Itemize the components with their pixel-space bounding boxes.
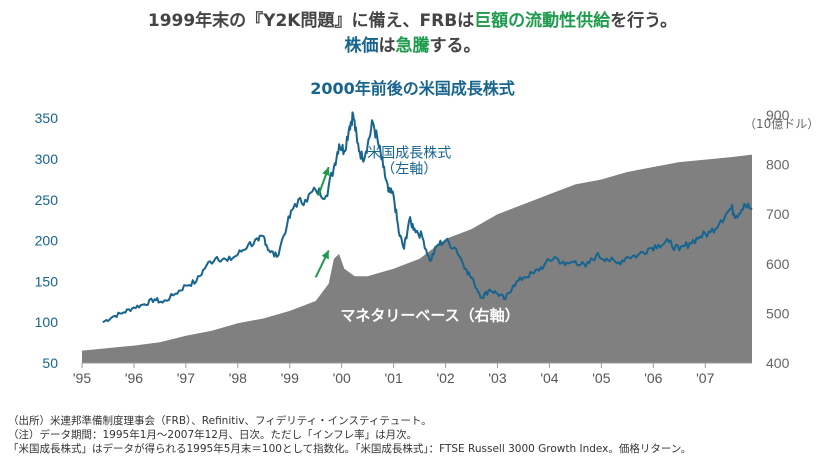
growth-stock-line bbox=[102, 111, 753, 324]
headline-line-1: 1999年末の『Y2K問題』に備え、FRBは巨額の流動性供給を行う。 bbox=[0, 6, 825, 31]
y-right-tick-label: 500 bbox=[766, 305, 790, 321]
y-left-tick-label: 250 bbox=[35, 192, 59, 208]
chart-title: 2000年前後の米国成長株式 bbox=[310, 79, 515, 98]
headline-line-2-segment-0: 株価 bbox=[344, 36, 379, 56]
y-right-unit-label: （10億ドル） bbox=[744, 117, 819, 131]
x-tick-label: '01 bbox=[385, 370, 403, 386]
footnotes: （出所）米連邦準備制度理事会（FRB）、Refinitiv、フィデリティ・インス… bbox=[8, 414, 691, 456]
x-tick-label: '98 bbox=[229, 370, 247, 386]
annotation-label-0: 米国成長株式 bbox=[367, 145, 451, 161]
annotation-label-1: （左軸） bbox=[381, 162, 437, 178]
note-index: 「米国成長株式」はデータが得られる1995年5月末＝100として指数化。「米国成… bbox=[8, 443, 692, 455]
x-tick-label: '03 bbox=[488, 370, 506, 386]
note-source: （出所）米連邦準備制度理事会（FRB）、Refinitiv、フィデリティ・インス… bbox=[8, 415, 432, 427]
x-tick-label: '97 bbox=[177, 370, 195, 386]
up-arrow-base-head bbox=[321, 250, 329, 260]
x-tick-label: '00 bbox=[333, 370, 351, 386]
y-right-tick-label: 900 bbox=[766, 107, 790, 123]
note-period: （注）データ期間：1995年1月～2007年12月、日次。ただし「インフレ率」は… bbox=[8, 429, 418, 441]
y-left-tick-label: 350 bbox=[35, 110, 59, 126]
y-left-tick-label: 100 bbox=[35, 314, 59, 330]
headline-line-1-segment-2: を行う。 bbox=[610, 11, 678, 31]
y-left-tick-label: 50 bbox=[42, 355, 58, 371]
headline-line-1-segment-0: 1999年末の『Y2K問題』に備え、FRBは bbox=[147, 11, 475, 31]
y-left-tick-label: 200 bbox=[35, 233, 59, 249]
axes-layer: 50 100 150 200 250 300 350 400 500 600 700 800 900（1… bbox=[35, 107, 820, 386]
y-left-tick-label: 150 bbox=[35, 273, 59, 289]
headline-line-1-segment-1: 巨額の流動性供給 bbox=[474, 11, 611, 31]
headline-line-2-segment-3: する。 bbox=[429, 36, 481, 56]
x-tick-label: '96 bbox=[125, 370, 143, 386]
x-tick-label: '06 bbox=[644, 370, 662, 386]
x-tick-label: '99 bbox=[281, 370, 299, 386]
y-right-tick-label: 400 bbox=[766, 355, 790, 371]
y-right-tick-label: 600 bbox=[766, 256, 790, 272]
chart: 50 100 150 200 250 300 350 400 500 600 700 800 900（1… bbox=[35, 107, 820, 386]
monetary-base-area bbox=[82, 154, 752, 363]
up-arrow-stock-head bbox=[322, 167, 330, 177]
y-right-tick-label: 800 bbox=[766, 157, 790, 173]
headline-line-2: 株価は急騰する。 bbox=[0, 31, 825, 56]
annotation-layer: 米国成長株式（左軸） マネタリーベース（右軸） bbox=[314, 145, 520, 325]
headline-line-2-segment-2: 急騰 bbox=[395, 36, 430, 56]
y-right-tick-label: 700 bbox=[766, 206, 790, 222]
x-tick-label: '95 bbox=[73, 370, 91, 386]
growth-stock-line-layer bbox=[102, 111, 753, 324]
x-tick-label: '02 bbox=[436, 370, 454, 386]
monetary-base-area-layer bbox=[82, 154, 752, 363]
headline-line-2-segment-1: は bbox=[378, 36, 396, 56]
x-tick-label: '05 bbox=[592, 370, 610, 386]
x-tick-label: '04 bbox=[540, 370, 558, 386]
x-tick-label: '07 bbox=[696, 370, 714, 386]
annotation-label-2: マネタリーベース（右軸） bbox=[340, 307, 519, 325]
y-left-tick-label: 300 bbox=[35, 151, 59, 167]
